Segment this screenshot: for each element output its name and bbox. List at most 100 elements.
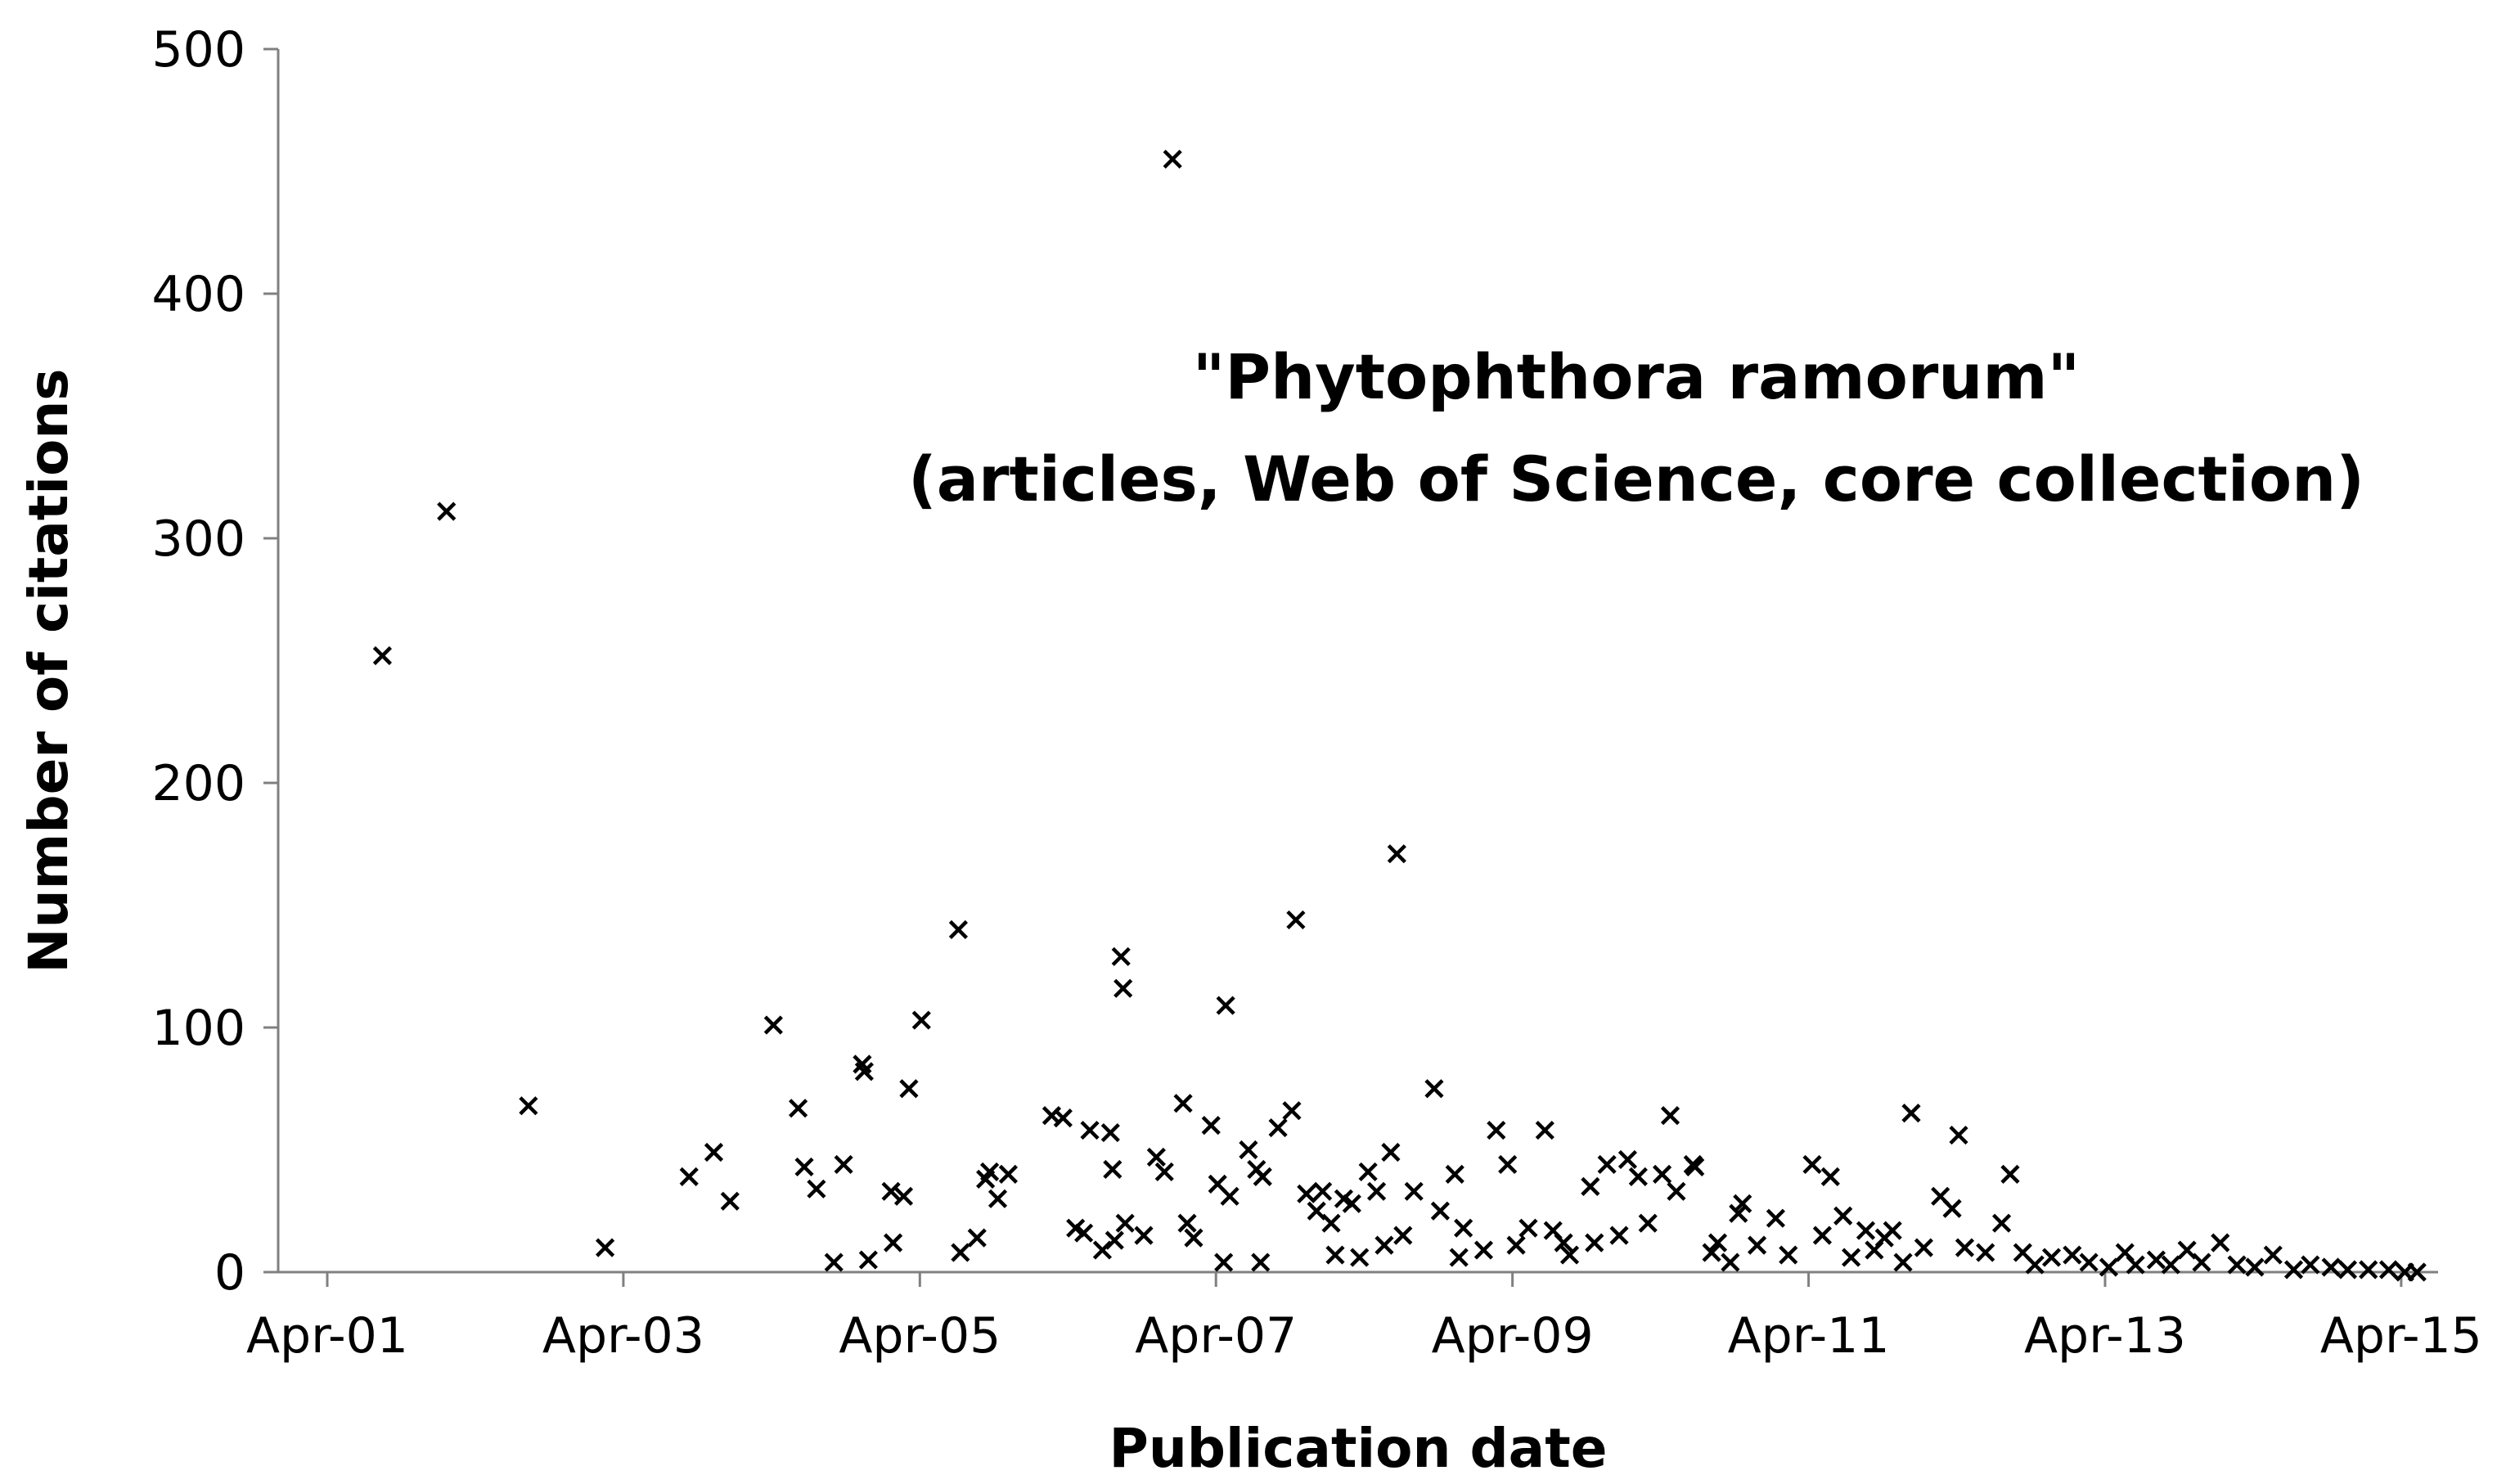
data-point	[1652, 1164, 1672, 1184]
data-point	[1100, 1122, 1120, 1143]
data-point	[596, 1238, 615, 1257]
data-point	[1201, 1116, 1221, 1135]
data-point	[1766, 1208, 1785, 1228]
data-point	[979, 1162, 1000, 1182]
data-point	[2063, 1245, 2082, 1265]
data-point	[2161, 1255, 2180, 1275]
data-point	[1239, 1140, 1258, 1160]
data-point	[1184, 1228, 1204, 1248]
data-point	[704, 1142, 724, 1162]
data-point	[1883, 1221, 1902, 1240]
data-point	[1297, 1184, 1316, 1203]
data-point	[1506, 1235, 1526, 1255]
data-point	[1617, 1149, 1638, 1170]
data-point	[1955, 1238, 1975, 1257]
data-point	[858, 1250, 878, 1270]
data-point	[1820, 1167, 1840, 1186]
data-point	[1748, 1235, 1767, 1255]
data-point	[2245, 1257, 2265, 1277]
data-point	[1103, 1159, 1123, 1180]
data-point	[794, 1157, 814, 1177]
data-point	[1424, 1079, 1444, 1099]
data-point	[1214, 1252, 1234, 1272]
data-point	[1286, 910, 1306, 930]
data-point	[2407, 1262, 2427, 1282]
data-point	[807, 1179, 826, 1198]
x-tick-label: Apr-07	[1135, 1307, 1297, 1365]
data-point	[1942, 1198, 1962, 1218]
data-point	[1146, 1147, 1166, 1167]
data-point	[1111, 947, 1131, 966]
data-point	[1914, 1238, 1933, 1257]
y-tick-label: 100	[151, 1000, 245, 1057]
axes	[277, 49, 2438, 1274]
data-point	[1350, 1248, 1370, 1267]
data-point	[1404, 1181, 1424, 1201]
data-point	[854, 1062, 874, 1082]
data-point	[2146, 1250, 2166, 1270]
data-point	[1163, 149, 1182, 169]
data-point	[1115, 1213, 1135, 1233]
x-tick-label: Apr-11	[1728, 1307, 1890, 1365]
data-point	[1660, 1106, 1680, 1126]
data-point	[1581, 1176, 1600, 1196]
data-point	[1901, 1104, 1921, 1123]
data-point	[1856, 1221, 1876, 1240]
data-point	[1779, 1245, 1798, 1265]
data-point	[2227, 1255, 2247, 1275]
data-point	[1358, 1162, 1378, 1182]
data-point	[2025, 1255, 2045, 1275]
data-point	[1366, 1181, 1387, 1201]
data-point	[2283, 1260, 2304, 1279]
data-point	[2126, 1255, 2145, 1275]
x-axis-title: Publication date	[1109, 1417, 1607, 1480]
data-point	[1487, 1120, 1506, 1140]
data-point	[1702, 1243, 1721, 1262]
data-point	[1991, 1213, 2012, 1233]
data-point	[2378, 1260, 2399, 1279]
chart-title-line-1: "Phytophthora ramorum"	[1193, 340, 2080, 413]
y-tick-label: 500	[151, 21, 245, 79]
data-point	[1342, 1194, 1361, 1213]
data-point	[1685, 1157, 1705, 1177]
data-point	[1833, 1206, 1853, 1225]
data-point	[1449, 1248, 1469, 1267]
y-tick-label: 400	[151, 266, 245, 323]
data-point	[788, 1099, 808, 1118]
data-point	[1707, 1233, 1728, 1252]
x-axis-ticks: Apr-01 Apr-03 Apr-05 Apr-07 Apr-09 Apr-11 Apr-…	[246, 1272, 2482, 1365]
data-point	[1721, 1252, 1740, 1272]
data-point	[1177, 1213, 1197, 1233]
data-point	[1253, 1167, 1272, 1186]
data-point	[1325, 1245, 1345, 1265]
data-point	[437, 501, 457, 521]
data-point	[2192, 1252, 2211, 1272]
data-point	[1381, 1142, 1401, 1162]
data-point	[519, 1096, 538, 1116]
data-point	[372, 645, 393, 666]
data-point	[834, 1154, 853, 1175]
data-point	[1518, 1218, 1538, 1238]
data-point	[1216, 996, 1235, 1015]
data-point	[893, 1186, 914, 1206]
data-point	[1393, 1225, 1413, 1245]
data-point	[1173, 1094, 1193, 1113]
x-tick-label: Apr-09	[1432, 1307, 1594, 1365]
data-point	[884, 1233, 903, 1252]
data-point	[881, 1181, 901, 1201]
data-point	[1733, 1194, 1752, 1213]
data-point	[1080, 1120, 1100, 1140]
data-point	[1638, 1213, 1658, 1233]
data-point	[2321, 1257, 2341, 1277]
data-point	[1220, 1186, 1240, 1206]
data-point	[2263, 1245, 2283, 1265]
data-point	[1498, 1154, 1518, 1175]
data-point	[1251, 1252, 1271, 1272]
data-point	[1321, 1213, 1341, 1233]
data-point	[1154, 1162, 1174, 1182]
y-axis-title: Number of citations	[17, 368, 80, 973]
data-point	[824, 1252, 844, 1272]
data-point	[1282, 1101, 1302, 1121]
x-tick-label: Apr-03	[542, 1307, 704, 1365]
